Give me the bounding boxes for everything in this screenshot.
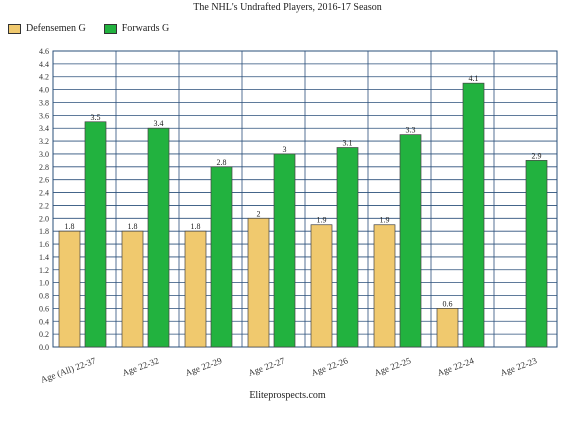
x-tick-label: Age (All) 22-37 bbox=[39, 355, 97, 384]
y-tick-label: 2.0 bbox=[39, 214, 49, 223]
bar bbox=[336, 147, 359, 348]
x-tick-label: Age 22-27 bbox=[247, 355, 287, 378]
x-tick-label: Age 22-24 bbox=[436, 355, 476, 378]
bar bbox=[462, 82, 485, 348]
bar bbox=[373, 224, 396, 348]
bar bbox=[121, 230, 144, 348]
data-label: 3.5 bbox=[91, 113, 101, 122]
data-label: 0.6 bbox=[443, 299, 453, 308]
y-tick-label: 4.2 bbox=[39, 73, 49, 82]
y-tick-label: 4.4 bbox=[39, 60, 49, 69]
data-label: 1.8 bbox=[191, 222, 201, 231]
chart-title: The NHL's Undrafted Players, 2016-17 Sea… bbox=[193, 2, 382, 13]
data-label: 3 bbox=[283, 145, 287, 154]
y-tick-label: 4.0 bbox=[39, 86, 49, 95]
legend-label-defensemen: Defensemen G bbox=[26, 23, 86, 34]
data-label: 2.9 bbox=[532, 151, 542, 160]
y-tick-label: 0.4 bbox=[39, 317, 49, 326]
bar bbox=[399, 134, 422, 348]
data-label: 4.1 bbox=[469, 74, 479, 83]
y-tick-label: 1.0 bbox=[39, 279, 49, 288]
legend-swatch-forwards bbox=[103, 23, 117, 34]
data-label: 1.9 bbox=[380, 216, 390, 225]
y-tick-label: 0.8 bbox=[39, 292, 49, 301]
bar bbox=[525, 160, 548, 348]
y-tick-label: 0.0 bbox=[39, 343, 49, 352]
x-tick-label: Age 22-29 bbox=[184, 355, 224, 378]
bar bbox=[58, 230, 81, 348]
y-tick-label: 2.8 bbox=[39, 163, 49, 172]
y-tick-label: 0.2 bbox=[39, 330, 49, 339]
y-tick-label: 2.4 bbox=[39, 189, 49, 198]
x-tick-label: Age 22-25 bbox=[373, 355, 413, 378]
y-tick-label: 4.6 bbox=[39, 47, 49, 56]
y-tick-label: 3.4 bbox=[39, 124, 49, 133]
bar bbox=[310, 224, 333, 348]
legend-item-defensemen[interactable]: Defensemen G bbox=[8, 23, 86, 34]
bar bbox=[247, 217, 270, 348]
data-label: 2 bbox=[257, 209, 261, 218]
x-tick-label: Age 22-32 bbox=[121, 355, 160, 377]
data-label: 2.8 bbox=[217, 158, 227, 167]
y-tick-label: 3.8 bbox=[39, 98, 49, 107]
legend: Defensemen G Forwards G bbox=[8, 23, 169, 34]
y-tick-label: 3.0 bbox=[39, 150, 49, 159]
y-tick-label: 2.2 bbox=[39, 201, 49, 210]
bar bbox=[147, 127, 170, 348]
y-tick-label: 3.2 bbox=[39, 137, 49, 146]
y-tick-label: 1.6 bbox=[39, 240, 49, 249]
data-label: 1.9 bbox=[317, 216, 327, 225]
data-label: 3.1 bbox=[343, 139, 353, 148]
source-credit: Eliteprospects.com bbox=[249, 390, 326, 401]
y-tick-label: 2.6 bbox=[39, 176, 49, 185]
data-label: 3.3 bbox=[406, 126, 416, 135]
legend-swatch-defensemen bbox=[8, 23, 21, 34]
y-tick-label: 3.6 bbox=[39, 111, 49, 120]
legend-label-forwards: Forwards G bbox=[121, 23, 170, 34]
legend-item-forwards[interactable]: Forwards G bbox=[103, 23, 170, 34]
bar bbox=[84, 121, 107, 348]
plot-border bbox=[52, 50, 558, 348]
bar bbox=[210, 166, 233, 348]
bar bbox=[436, 308, 459, 348]
x-tick-label: Age 22-23 bbox=[499, 355, 539, 378]
y-tick-label: 1.8 bbox=[39, 227, 49, 236]
y-tick-label: 1.4 bbox=[39, 253, 49, 262]
y-tick-label: 1.2 bbox=[39, 266, 49, 275]
bar bbox=[273, 153, 296, 348]
x-tick-label: Age 22-26 bbox=[310, 355, 350, 378]
y-tick-label: 0.6 bbox=[39, 304, 49, 313]
data-label: 1.8 bbox=[65, 222, 75, 231]
bar bbox=[184, 230, 207, 348]
data-label: 3.4 bbox=[154, 119, 164, 128]
data-label: 1.8 bbox=[128, 222, 138, 231]
